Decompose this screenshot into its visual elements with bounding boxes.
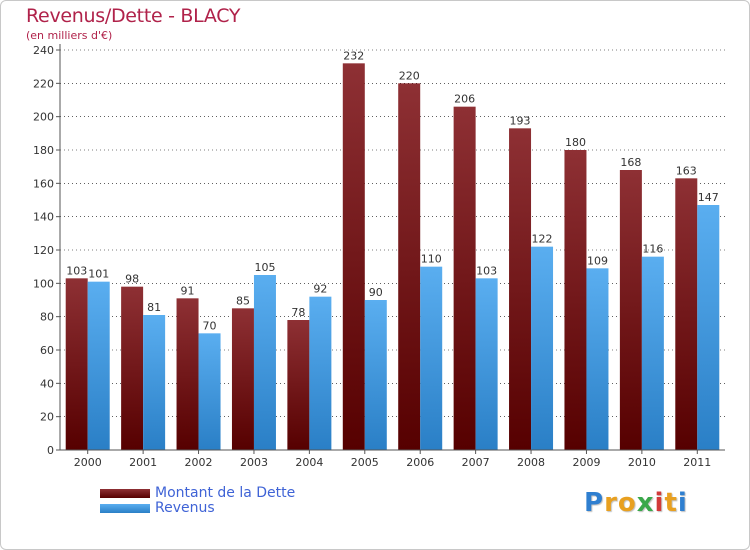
x-tick-label: 2009 [572, 456, 600, 469]
y-tick-label: 20 [40, 411, 54, 424]
axes: 0 20 40 60 80 100 120 140 160 180 200 220 240 2000 200… [33, 44, 725, 469]
bar-revenus [309, 296, 332, 450]
y-tick-label: 120 [33, 244, 54, 257]
x-tick-label: 2003 [240, 456, 268, 469]
grid-lines [60, 49, 725, 417]
data-label-revenus: 110 [421, 253, 442, 266]
logo-letter: x [636, 488, 655, 518]
bar-dette [398, 83, 421, 450]
bar-dette [176, 298, 199, 450]
y-tick-label: 240 [33, 44, 54, 57]
y-tick-label: 220 [33, 77, 54, 90]
proxiti-logo: Proxiti [584, 488, 688, 518]
data-label-revenus: 101 [88, 268, 109, 281]
y-tick-label: 0 [47, 444, 54, 457]
x-tick-label: 2010 [628, 456, 656, 469]
data-label-dette: 163 [676, 164, 697, 177]
bar-dette [509, 128, 532, 451]
data-label-revenus: 103 [476, 264, 497, 277]
chart-subtitle: (en milliers d'€) [26, 29, 113, 42]
y-tick-label: 80 [40, 311, 54, 324]
y-tick-label: 60 [40, 344, 54, 357]
bar-dette [121, 286, 144, 450]
bars [65, 63, 720, 451]
data-labels: 103 101 9881917085105789223290220110206103… [66, 49, 719, 332]
bar-revenus [531, 246, 554, 450]
x-tick-label: 2005 [351, 456, 379, 469]
bar-revenus [586, 268, 609, 450]
x-tick-label: 2006 [406, 456, 434, 469]
data-label-revenus: 81 [147, 301, 161, 314]
bar-dette [342, 63, 365, 450]
legend-label-dette: Montant de la Dette [155, 485, 296, 501]
logo-letter: P [584, 488, 605, 518]
x-tick-label: 2004 [295, 456, 323, 469]
y-tick-label: 200 [33, 111, 54, 124]
legend-swatch-revenus [100, 504, 150, 513]
data-label-dette: 220 [399, 69, 420, 82]
data-label-dette: 180 [565, 136, 586, 149]
x-tick-label: 2002 [185, 456, 213, 469]
bar-revenus [87, 281, 110, 450]
bar-dette [619, 170, 642, 450]
data-label-revenus: 105 [254, 261, 275, 274]
legend-label-revenus: Revenus [155, 500, 215, 516]
x-tick-label: 2008 [517, 456, 545, 469]
data-label-dette: 193 [510, 114, 531, 127]
bar-revenus [641, 256, 664, 450]
y-tick-label: 140 [33, 211, 54, 224]
bar-dette [675, 178, 698, 451]
y-tick-label: 180 [33, 144, 54, 157]
y-tick-label: 100 [33, 277, 54, 290]
bar-dette [231, 308, 254, 450]
logo-letter: t [664, 488, 678, 518]
data-label-revenus: 92 [313, 283, 327, 296]
data-label-dette: 91 [181, 284, 195, 297]
data-label-revenus: 116 [642, 243, 663, 256]
data-label-dette: 232 [343, 49, 364, 62]
data-label-revenus: 147 [698, 191, 719, 204]
chart-title: Revenus/Dette - BLACY [26, 5, 241, 27]
bar-dette [564, 150, 587, 450]
data-label-dette: 78 [291, 306, 305, 319]
logo-letter: i [677, 488, 688, 518]
y-tick-label: 160 [33, 177, 54, 190]
bar-revenus [697, 205, 720, 450]
bar-chart: 0 20 40 60 80 100 120 140 160 180 200 220 240 2000 200… [33, 44, 725, 469]
x-tick-label: 2007 [462, 456, 490, 469]
bar-dette [65, 278, 88, 450]
bar-dette [287, 320, 310, 450]
data-label-dette: 168 [620, 156, 641, 169]
bar-revenus [475, 278, 498, 450]
bar-revenus [198, 333, 221, 450]
data-label-revenus: 122 [532, 233, 553, 246]
x-tick-label: 2000 [74, 456, 102, 469]
legend-swatch-dette [100, 489, 150, 498]
logo-letter: o [617, 488, 637, 518]
data-label-dette: 98 [125, 273, 139, 286]
x-tick-label: 2011 [683, 456, 711, 469]
bar-revenus [420, 266, 443, 450]
data-label-revenus: 70 [203, 319, 217, 332]
y-tick-label: 40 [40, 377, 54, 390]
data-label-revenus: 90 [369, 286, 383, 299]
logo-letter: r [604, 488, 618, 518]
bar-revenus [253, 275, 276, 450]
data-label-dette: 103 [66, 264, 87, 277]
bar-dette [453, 106, 476, 451]
data-label-dette: 206 [454, 93, 475, 106]
data-label-revenus: 109 [587, 254, 608, 267]
x-tick-label: 2001 [129, 456, 157, 469]
logo-letter: i [654, 488, 665, 518]
bar-revenus [143, 315, 166, 450]
bar-revenus [364, 300, 387, 450]
data-label-dette: 85 [236, 294, 250, 307]
